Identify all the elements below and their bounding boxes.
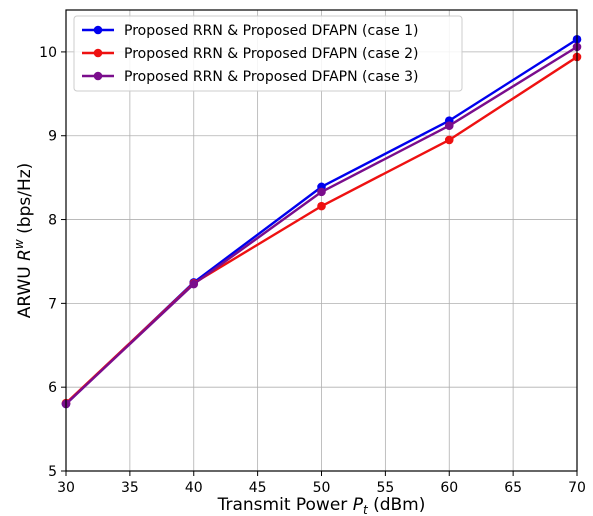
series-3-point (444, 121, 454, 130)
series-2-point (317, 201, 326, 211)
legend-box (73, 15, 463, 92)
y-tick-label: 5 (48, 464, 57, 480)
y-tick-label: 7 (48, 296, 57, 312)
x-tick-label: 60 (440, 480, 458, 496)
x-tick-label: 50 (313, 480, 331, 496)
x-axis-label-suffix: (dBm) (368, 495, 426, 515)
x-tick-label: 65 (504, 480, 522, 496)
legend-marker (93, 25, 103, 35)
x-axis-label-subscript: t (363, 503, 369, 516)
legend-marker (93, 48, 103, 58)
x-axis-label: Transmit Power Pt (dBm) (217, 495, 426, 516)
legend-items: Proposed RRN & Proposed DFAPN (case 1) Pr… (82, 23, 419, 85)
y-axis-label-variable: R (15, 249, 35, 261)
x-tick-label: 55 (376, 480, 394, 496)
x-axis-label-prefix: Transmit Power (217, 495, 353, 515)
series-3-point (317, 187, 326, 197)
x-tick-label: 40 (185, 480, 203, 496)
series-2-point (444, 135, 454, 145)
legend-item: Proposed RRN & Proposed DFAPN (case 3) (82, 69, 419, 85)
x-tick-label: 35 (121, 480, 139, 496)
x-axis-label-variable: P (353, 495, 364, 515)
y-tick-label: 8 (48, 213, 57, 229)
legend-label: Proposed RRN & Proposed DFAPN (case 1) (124, 23, 419, 39)
ticks: 30 35 40 45 50 55 60 65 70 5 6 7 8 9 10 (39, 45, 586, 496)
legend-label: Proposed RRN & Proposed DFAPN (case 3) (124, 69, 419, 85)
legend-item: Proposed RRN & Proposed DFAPN (case 1) (82, 23, 419, 39)
y-axis-label-superscript: w (12, 239, 26, 249)
legend: Proposed RRN & Proposed DFAPN (case 1) Pr… (73, 15, 463, 92)
y-tick-label: 9 (48, 129, 57, 145)
y-axis-label: ARWU Rw (bps/Hz) (12, 163, 35, 319)
legend-item: Proposed RRN & Proposed DFAPN (case 2) (82, 46, 419, 62)
y-tick-label: 6 (48, 380, 57, 396)
legend-marker (93, 71, 103, 81)
y-tick-label: 10 (39, 45, 57, 61)
y-axis-label-suffix: (bps/Hz) (15, 163, 35, 240)
x-tick-label: 45 (249, 480, 267, 496)
legend-label: Proposed RRN & Proposed DFAPN (case 2) (124, 46, 419, 62)
x-tick-label: 70 (568, 480, 586, 496)
y-axis-label-prefix: ARWU (15, 261, 35, 318)
series-3-point (189, 279, 199, 289)
x-tick-label: 30 (57, 480, 75, 496)
